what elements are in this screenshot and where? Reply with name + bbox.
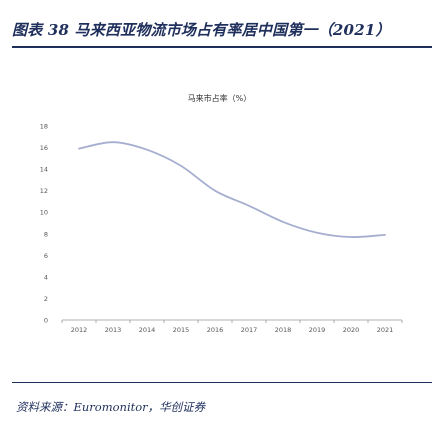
data-point [350,236,353,239]
x-tick-label: 2020 [343,326,360,334]
x-tick-label: 2016 [207,326,224,334]
bottom-divider [12,382,432,383]
x-tick-label: 2013 [105,326,122,334]
figure-title: 图表 38 马来西亚物流市场占有率居中国第一（2021） [12,21,391,39]
y-tick-label: 6 [44,252,48,260]
source-note: 资料来源：Euromonitor，华创证券 [16,400,206,414]
x-axis: 2012 2013 2014 2015 2016 2017 2018 2019 2020 2021 [61,320,403,334]
x-tick-label: 2015 [173,326,190,334]
y-axis: 0 2 4 6 8 10 12 14 16 18 [40,123,48,325]
data-point [282,220,285,223]
y-tick-label: 14 [40,166,48,174]
x-tick-label: 2018 [275,326,292,334]
data-point [214,189,217,192]
y-tick-label: 10 [40,209,48,217]
y-tick-label: 2 [44,295,48,303]
data-point [384,233,387,236]
data-point [78,147,81,150]
data-point [248,204,251,207]
x-tick-label: 2021 [377,326,394,334]
y-tick-label: 4 [44,273,48,281]
title-divider [12,46,432,48]
chart-title: 马来市占率（%） [187,94,252,103]
data-point [316,231,319,234]
x-tick-label: 2017 [241,326,258,334]
y-tick-label: 18 [40,123,48,131]
x-tick-label: 2014 [139,326,156,334]
series-line [78,141,386,238]
x-tick-label: 2012 [71,326,88,334]
y-tick-label: 16 [40,144,48,152]
data-point [180,164,183,167]
data-point [146,148,149,151]
y-tick-label: 12 [40,187,48,195]
series-group [78,141,387,239]
x-tick-label: 2019 [309,326,326,334]
data-point [112,141,115,144]
y-tick-label: 0 [44,317,48,325]
y-tick-label: 8 [44,230,48,238]
